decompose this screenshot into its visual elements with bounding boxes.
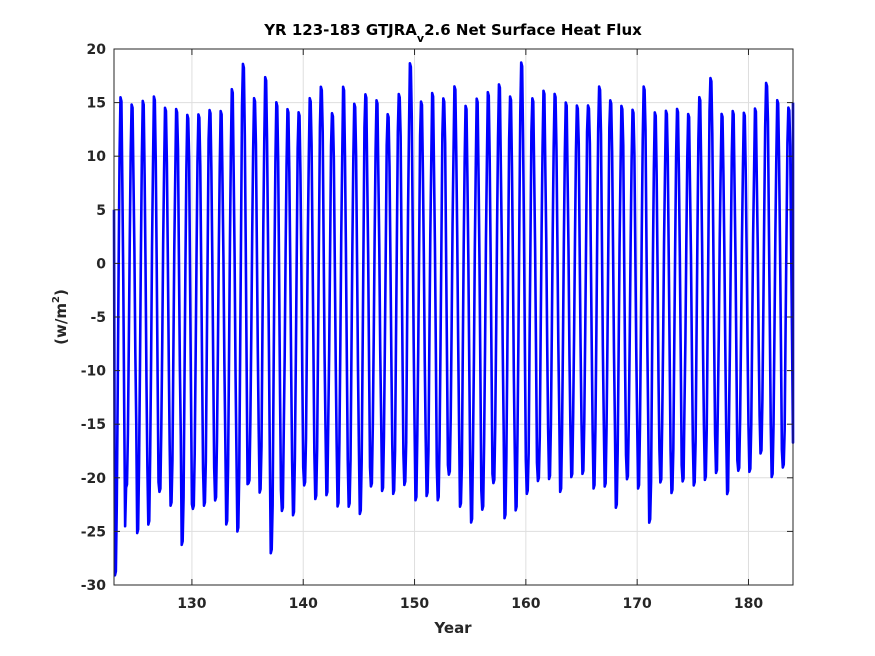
chart-title-subscript: v [417, 32, 425, 45]
y-tick-label: 5 [96, 203, 106, 219]
x-axis-label: Year [433, 619, 472, 637]
x-tick-label: 150 [400, 596, 429, 612]
x-tick-label: 160 [511, 596, 540, 612]
y-tick-label: -25 [81, 524, 106, 540]
x-tick-label: 180 [734, 596, 763, 612]
y-axis-ticks: -30 -25 -20 -15 -10 -5 0 5 10 15 20 [81, 42, 793, 594]
y-tick-label: 10 [87, 149, 107, 165]
x-tick-label: 140 [289, 596, 318, 612]
y-axis-label-end: ) [52, 289, 70, 296]
series-line-net-surface-heat-flux [112, 61, 795, 577]
chart-title: YR 123-183 GTJRAv2.6 Net Surface Heat Fl… [263, 21, 642, 45]
y-tick-label: 0 [96, 256, 106, 272]
y-tick-label: -15 [81, 417, 106, 433]
chart-title-suffix: 2.6 Net Surface Heat Flux [424, 21, 642, 39]
y-axis-label-main: (w/m [52, 303, 70, 345]
y-tick-label: -30 [81, 578, 107, 594]
y-tick-label: 15 [87, 96, 106, 112]
series-flux [112, 61, 795, 577]
y-axis-label: (w/m2) [51, 289, 70, 345]
x-axis-ticks: 130 140 150 160 170 180 [177, 49, 763, 612]
y-tick-label: -20 [81, 471, 107, 487]
y-tick-label: 20 [87, 42, 107, 58]
y-axis-label-superscript: 2 [51, 296, 62, 303]
x-tick-label: 130 [177, 596, 206, 612]
chart-title-prefix: YR 123-183 GTJRA [263, 21, 417, 39]
x-tick-label: 170 [623, 596, 652, 612]
y-tick-label: -10 [81, 364, 107, 380]
y-tick-label: -5 [90, 310, 106, 326]
